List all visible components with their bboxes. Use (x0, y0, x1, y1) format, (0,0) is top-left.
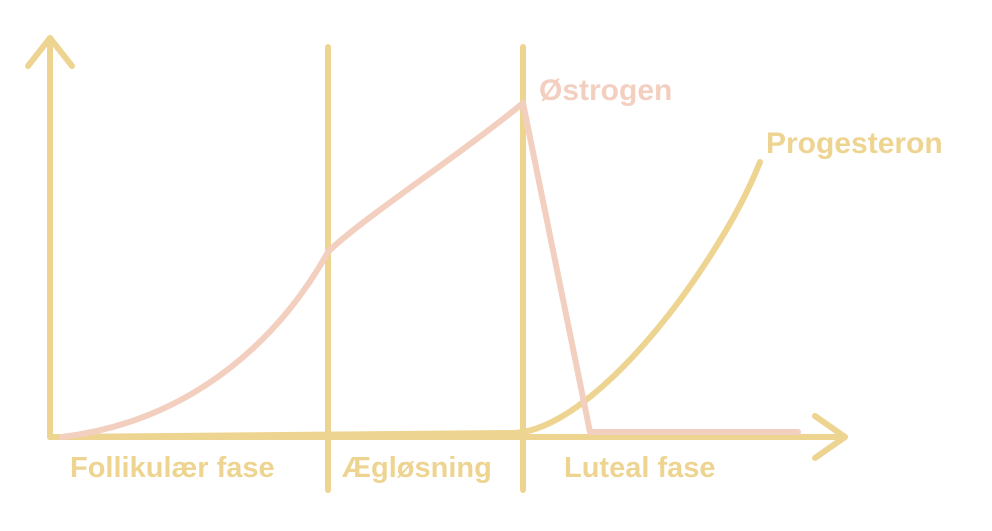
progesterone-label: Progesteron (766, 127, 943, 160)
x-axis-arrowhead (812, 413, 848, 461)
phase-label-follicular: Follikulær fase (70, 452, 275, 484)
y-axis-arrowhead (25, 35, 75, 69)
estrogen-label: Østrogen (539, 74, 673, 107)
phase-label-luteal: Luteal fase (564, 452, 716, 484)
phase-label-ovulation: Ægløsning (342, 452, 492, 484)
estrogen-curve (59, 100, 801, 440)
progesterone-curve (59, 159, 763, 440)
